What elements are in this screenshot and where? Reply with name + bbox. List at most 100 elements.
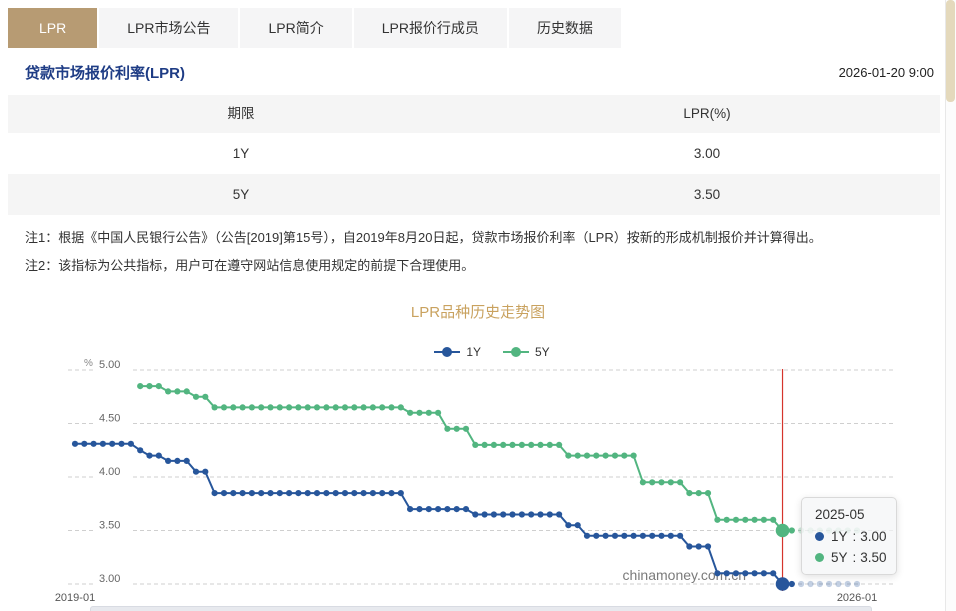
data-point (556, 511, 563, 518)
y-tick-label: 4.50 (99, 413, 120, 425)
data-point (453, 506, 460, 513)
tab-lpr[interactable]: LPR (8, 8, 98, 48)
data-point (286, 404, 293, 411)
data-point (760, 516, 768, 523)
data-point (332, 404, 339, 411)
data-point (379, 404, 386, 411)
data-point (276, 490, 283, 497)
data-point (770, 516, 777, 523)
legend-item-5y[interactable]: 5Y (503, 345, 550, 359)
data-point (490, 511, 497, 518)
data-point (593, 532, 600, 539)
data-point (565, 452, 572, 459)
data-point (258, 404, 265, 411)
data-point (248, 404, 255, 411)
data-point (574, 522, 581, 529)
chart-legend: 1Y 5Y (14, 345, 956, 359)
data-point (611, 452, 619, 459)
data-point (490, 441, 497, 448)
publish-timestamp: 2026-01-20 9:00 (838, 64, 934, 80)
data-point (537, 511, 544, 518)
data-point (677, 479, 684, 486)
data-point (146, 452, 153, 459)
rate-table-header-row: 期限 LPR(%) (8, 95, 940, 133)
data-point (192, 468, 200, 475)
tooltip-row-5y: 5Y : 3.50 (815, 550, 888, 565)
scrollbar-track[interactable] (945, 0, 956, 611)
data-point (165, 457, 172, 464)
tab-lpr-market-notice[interactable]: LPR市场公告 (99, 8, 239, 48)
data-point (239, 490, 246, 497)
data-point (798, 580, 805, 588)
data-point (742, 516, 749, 523)
page-title: 贷款市场报价利率(LPR) (25, 64, 185, 82)
data-point (127, 440, 134, 447)
data-point (518, 511, 526, 518)
data-point (751, 516, 758, 523)
data-point (118, 440, 125, 447)
data-point (155, 383, 162, 390)
data-point (667, 479, 674, 486)
data-point (416, 506, 423, 513)
data-point (388, 404, 395, 411)
data-point (304, 404, 311, 411)
rate-1y: 3.00 (693, 146, 721, 161)
data-point (667, 532, 674, 539)
data-point (621, 532, 628, 539)
data-point (192, 393, 200, 400)
data-point (444, 425, 451, 432)
tab-bar: LPR LPR市场公告 LPR简介 LPR报价行成员 历史数据 (8, 8, 623, 48)
datazoom-slider[interactable] (90, 606, 872, 611)
series-line-1y (75, 442, 792, 585)
scrollbar-thumb[interactable] (946, 0, 955, 102)
tooltip-5y-value: 3.50 (860, 550, 887, 565)
data-point (714, 516, 721, 523)
legend-label-5y: 5Y (535, 345, 550, 359)
data-point (407, 506, 414, 513)
data-point (81, 440, 88, 447)
data-point (574, 452, 581, 459)
legend-item-1y[interactable]: 1Y (434, 345, 481, 359)
data-point (397, 404, 404, 411)
data-point (816, 580, 823, 588)
data-point (183, 388, 190, 395)
col-header-lpr: LPR(%) (683, 106, 731, 121)
data-point (109, 440, 116, 447)
tooltip-1y-dot-icon (815, 532, 824, 541)
tooltip-5y-name: 5Y (831, 550, 848, 565)
data-point (202, 393, 209, 400)
data-point (286, 490, 293, 497)
data-point (677, 532, 684, 539)
data-point (397, 490, 404, 497)
tab-lpr-intro[interactable]: LPR简介 (240, 8, 352, 48)
data-point (472, 511, 479, 518)
note-1: 注1：根据《中国人民银行公告》（公告[2019]第15号），自2019年8月20… (25, 230, 822, 245)
data-point (183, 457, 190, 464)
data-point (90, 440, 97, 447)
data-point (518, 441, 526, 448)
data-point (211, 490, 218, 497)
data-point (788, 580, 795, 588)
data-point (379, 490, 386, 497)
data-point (360, 404, 367, 411)
data-point (695, 543, 702, 550)
data-point (509, 511, 516, 518)
data-point (509, 441, 516, 448)
data-point (686, 490, 693, 497)
data-point (704, 490, 712, 497)
data-point (528, 441, 535, 448)
data-point (258, 490, 265, 497)
tooltip-date: 2025-05 (815, 507, 865, 522)
data-point (593, 452, 600, 459)
data-point (341, 404, 349, 411)
tab-lpr-quoting-banks[interactable]: LPR报价行成员 (353, 8, 507, 48)
data-point (202, 468, 209, 475)
data-point (751, 570, 758, 577)
data-point (174, 457, 181, 464)
data-point (220, 404, 228, 411)
tab-historical-data[interactable]: 历史数据 (508, 8, 621, 48)
data-point (602, 452, 609, 459)
data-point (565, 522, 572, 529)
data-point (528, 511, 535, 518)
